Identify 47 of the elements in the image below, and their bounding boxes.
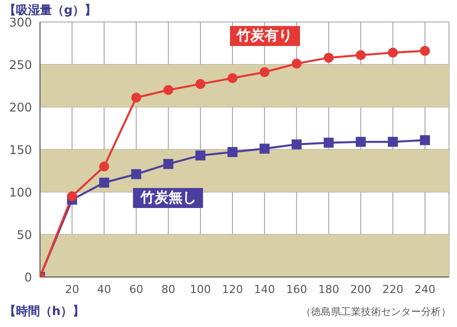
x-tick-label: 20 bbox=[65, 282, 80, 296]
y-axis-title: 【吸湿量（g）】 bbox=[4, 2, 97, 18]
point bbox=[163, 85, 174, 95]
point bbox=[388, 136, 398, 147]
series-label: 竹炭無し bbox=[133, 188, 204, 208]
point bbox=[99, 178, 110, 188]
x-tick-label: 100 bbox=[190, 282, 211, 296]
point bbox=[420, 46, 430, 56]
point bbox=[388, 48, 398, 58]
x-tick-label: 140 bbox=[254, 282, 276, 296]
x-axis-title: 【時間（h）】 bbox=[4, 303, 85, 320]
point bbox=[260, 144, 270, 154]
point bbox=[292, 139, 302, 150]
point bbox=[227, 73, 238, 84]
y-tick-label: 150 bbox=[9, 142, 32, 157]
y-tick-label: 50 bbox=[16, 228, 32, 242]
point bbox=[163, 158, 174, 169]
point bbox=[67, 191, 78, 202]
x-tick-label: 120 bbox=[222, 282, 243, 296]
text: （徳島県工業技術センター分析） bbox=[301, 306, 451, 319]
point bbox=[324, 52, 334, 63]
point bbox=[131, 169, 142, 180]
x-tick-label: 80 bbox=[161, 282, 176, 296]
point bbox=[131, 92, 142, 103]
x-tick-label: 220 bbox=[382, 282, 404, 296]
x-tick-label: 200 bbox=[350, 282, 372, 296]
point bbox=[356, 136, 366, 147]
point bbox=[227, 147, 238, 158]
y-tick-label: 200 bbox=[9, 100, 32, 114]
point bbox=[195, 79, 206, 90]
y-tick-label: 300 bbox=[9, 15, 32, 30]
series-label: 竹炭有り bbox=[230, 26, 300, 46]
y-tick-label: 0 bbox=[24, 270, 32, 284]
point bbox=[260, 67, 270, 78]
x-tick-label: 40 bbox=[97, 282, 112, 296]
x-tick-label: 160 bbox=[286, 282, 308, 296]
point bbox=[324, 138, 334, 148]
point bbox=[356, 50, 366, 60]
point bbox=[195, 150, 206, 160]
point bbox=[292, 58, 302, 69]
x-tick-label: 240 bbox=[414, 282, 436, 296]
x-tick-label: 180 bbox=[318, 282, 340, 296]
point bbox=[420, 135, 430, 146]
y-tick-label: 250 bbox=[9, 58, 32, 72]
point bbox=[99, 162, 110, 172]
y-tick-label: 100 bbox=[9, 185, 32, 200]
x-tick-label: 60 bbox=[129, 282, 144, 296]
